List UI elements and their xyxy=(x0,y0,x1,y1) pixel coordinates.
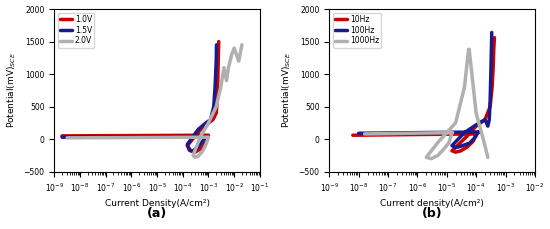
1.0V xyxy=(178,134,184,137)
1.0V xyxy=(192,151,199,153)
Line: 1000Hz: 1000Hz xyxy=(365,49,488,159)
X-axis label: Current Density(A/cm²): Current Density(A/cm²) xyxy=(104,199,210,208)
100Hz xyxy=(406,131,412,134)
2.0V xyxy=(64,136,70,139)
10Hz xyxy=(375,134,381,136)
1.5V xyxy=(179,135,185,138)
100Hz xyxy=(488,31,495,34)
1000Hz xyxy=(465,48,472,51)
2.0V xyxy=(239,44,245,46)
2.0V xyxy=(152,136,158,139)
1000Hz xyxy=(485,156,491,159)
10Hz xyxy=(396,133,403,136)
1.0V xyxy=(181,134,188,137)
10Hz xyxy=(349,134,356,137)
100Hz xyxy=(401,131,408,134)
100Hz xyxy=(399,131,405,134)
Legend: 10Hz, 100Hz, 1000Hz: 10Hz, 100Hz, 1000Hz xyxy=(333,13,382,47)
1000Hz xyxy=(443,131,450,134)
10Hz xyxy=(425,133,431,136)
10Hz xyxy=(402,133,408,136)
1.0V xyxy=(189,134,195,137)
100Hz xyxy=(485,125,491,128)
1000Hz xyxy=(410,132,417,135)
1.0V xyxy=(90,134,97,137)
1.0V xyxy=(186,134,193,137)
Y-axis label: Potential(mV)$_{SCE}$: Potential(mV)$_{SCE}$ xyxy=(280,52,293,128)
1.5V xyxy=(213,44,220,46)
1.5V xyxy=(186,135,193,138)
1.5V xyxy=(184,135,191,138)
100Hz xyxy=(452,146,459,149)
Y-axis label: Potential(mV)$_{SCE}$: Potential(mV)$_{SCE}$ xyxy=(6,52,18,128)
100Hz xyxy=(428,131,435,134)
10Hz xyxy=(394,133,401,136)
2.0V xyxy=(192,156,199,159)
100Hz xyxy=(355,132,362,135)
Line: 10Hz: 10Hz xyxy=(353,38,494,152)
1.5V xyxy=(90,136,96,138)
10Hz xyxy=(452,151,459,153)
1000Hz xyxy=(399,132,405,135)
2.0V xyxy=(118,136,124,139)
10Hz xyxy=(487,105,493,108)
Line: 2.0V: 2.0V xyxy=(67,45,242,157)
1000Hz xyxy=(361,133,368,135)
1000Hz xyxy=(420,132,426,134)
1.0V xyxy=(59,134,65,137)
1000Hz xyxy=(428,157,435,160)
2.0V xyxy=(105,136,112,139)
100Hz xyxy=(380,132,387,134)
1.0V xyxy=(66,134,73,137)
1000Hz xyxy=(368,132,375,135)
1.5V xyxy=(59,136,65,139)
Text: (a): (a) xyxy=(147,207,167,221)
2.0V xyxy=(202,136,208,139)
2.0V xyxy=(111,136,117,139)
1000Hz xyxy=(381,132,387,135)
1.5V xyxy=(175,135,182,138)
Legend: 1.0V, 1.5V, 2.0V: 1.0V, 1.5V, 2.0V xyxy=(58,13,95,47)
X-axis label: Current density(A/cm²): Current density(A/cm²) xyxy=(380,199,484,208)
2.0V xyxy=(157,136,163,139)
10Hz xyxy=(491,36,498,39)
1.0V xyxy=(216,40,222,43)
1.5V xyxy=(66,136,73,139)
Text: (b): (b) xyxy=(422,207,442,221)
Line: 1.5V: 1.5V xyxy=(62,45,217,151)
1.5V xyxy=(190,150,196,152)
Line: 1.0V: 1.0V xyxy=(62,42,219,152)
Line: 100Hz: 100Hz xyxy=(359,33,492,147)
